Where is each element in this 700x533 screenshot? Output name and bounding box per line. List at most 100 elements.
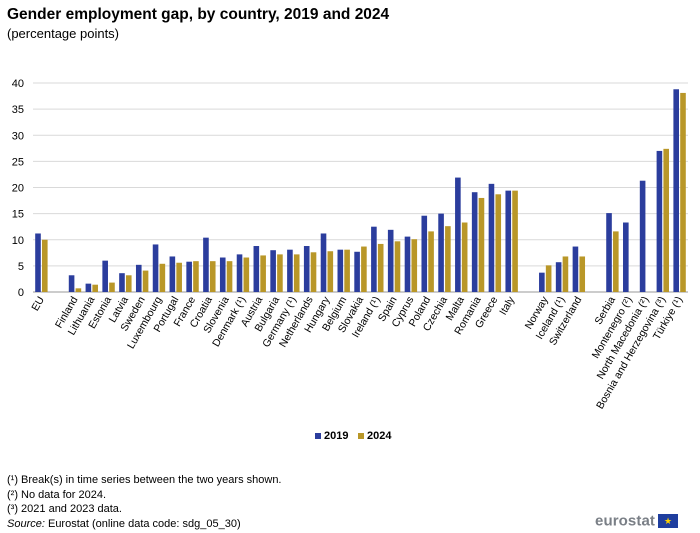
chart-title: Gender employment gap, by country, 2019 … (7, 6, 390, 23)
bar-2024 (293, 254, 300, 292)
bar-2019 (152, 244, 159, 292)
bar-2024 (142, 270, 149, 292)
bar-chart: 0 5 10 15 20 25 30 35 40 EU FinlandLithuaniaEston… (12, 78, 688, 442)
y-tick-label: 0 (18, 287, 24, 299)
bar-2019 (203, 237, 209, 292)
bar-2019 (539, 272, 545, 292)
bar-2024 (226, 261, 233, 292)
bar-2019 (421, 215, 428, 292)
bar-2024 (377, 243, 384, 292)
bar-2019 (236, 254, 243, 292)
bar-2024 (512, 190, 518, 292)
bar-2024 (663, 148, 670, 292)
bar-2024 (344, 249, 350, 292)
bar-2019 (673, 89, 680, 293)
bar-2019 (572, 246, 579, 292)
footnotes: (¹) Break(s) in time series between the … (7, 473, 282, 531)
bar-2019 (639, 180, 646, 292)
y-tick-label: 10 (12, 235, 24, 247)
bar-2024 (445, 226, 451, 292)
y-tick-label: 5 (18, 261, 24, 273)
bar-2024 (310, 252, 317, 292)
x-axis-labels: EU FinlandLithuaniaEstoniaLatviaSwedenLux… (29, 294, 685, 411)
bar-2019 (404, 236, 411, 292)
bar-2024 (75, 288, 82, 292)
bar-2024 (260, 255, 266, 292)
bar-2024 (277, 254, 283, 292)
bar-2024 (461, 222, 468, 292)
bar-2024 (41, 239, 48, 292)
gridlines (33, 82, 688, 293)
bar-2019 (186, 261, 192, 292)
bar-2024 (613, 231, 619, 292)
bar-2024 (411, 239, 418, 292)
bar-2024 (176, 262, 182, 292)
bar-2019 (555, 262, 562, 292)
chart-subtitle: (percentage points) (7, 26, 120, 41)
y-tick-label: 35 (12, 104, 24, 116)
bar-2019 (387, 229, 394, 292)
legend-label-2024: 2024 (367, 430, 392, 442)
bar-2019 (135, 264, 142, 292)
bar-2019 (505, 190, 512, 292)
bar-2024 (243, 257, 250, 292)
eurostat-logo: eurostat ★ (595, 512, 678, 530)
bar-2019 (35, 233, 41, 292)
bar-2019 (354, 251, 360, 292)
legend-swatch-2024 (358, 433, 364, 439)
y-tick-label: 20 (12, 183, 24, 195)
bar-2019 (119, 273, 125, 292)
bar-2019 (287, 249, 293, 292)
footnote-1: (¹) Break(s) in time series between the … (7, 474, 282, 486)
bar-2019 (371, 226, 377, 292)
y-tick-label: 15 (12, 209, 24, 221)
eu-stars-icon: ★ (663, 515, 673, 526)
bar-2024 (394, 241, 401, 292)
bar-2024 (209, 261, 216, 292)
bar-2019 (219, 257, 226, 292)
bar-2019 (320, 233, 327, 292)
bar-2019 (169, 256, 176, 292)
bar-2019 (85, 283, 92, 292)
category-label: Italy (497, 294, 517, 317)
bar-2024 (92, 284, 98, 292)
footnote-2: (²) No data for 2024. (7, 488, 107, 501)
bar-2024 (428, 231, 434, 292)
bar-2019 (656, 150, 663, 292)
bar-2019 (488, 183, 495, 292)
bar-2024 (680, 92, 686, 293)
bar-2019 (102, 260, 108, 292)
y-tick-label: 25 (12, 156, 24, 168)
bar-2024 (579, 256, 586, 292)
legend-swatch-2019 (315, 433, 321, 439)
bar-2019 (623, 222, 629, 292)
bar-2024 (495, 194, 502, 292)
bar-2024 (545, 265, 552, 292)
eu-flag-icon: ★ (657, 513, 678, 528)
bar-2024 (478, 197, 485, 292)
bar-2024 (361, 246, 367, 292)
bar-2024 (125, 275, 132, 292)
bar-2024 (562, 256, 569, 292)
source-label: Source: (7, 517, 45, 530)
bar-2019 (68, 275, 75, 292)
bar-2024 (159, 263, 166, 292)
bar-2024 (327, 251, 334, 292)
bar-2024 (109, 282, 115, 292)
legend-label-2019: 2019 (324, 430, 348, 442)
y-axis-ticks: 0 5 10 15 20 25 30 35 40 (12, 78, 24, 299)
bar-2019 (455, 177, 461, 292)
legend: 2019 2024 (315, 430, 392, 442)
footnote-3: (³) 2021 and 2023 data. (7, 503, 122, 515)
bar-2019 (303, 246, 310, 292)
y-tick-label: 40 (12, 78, 24, 90)
y-tick-label: 30 (12, 130, 24, 142)
bar-2019 (471, 192, 478, 292)
category-label: EU (29, 295, 47, 314)
bar-2019 (253, 246, 260, 292)
bar-2019 (606, 213, 612, 292)
source-line: Source: Eurostat (online data code: sdg_… (7, 517, 282, 532)
bar-2019 (270, 250, 276, 292)
bar-2019 (337, 249, 344, 292)
logo-wordmark: eurostat (595, 512, 655, 530)
